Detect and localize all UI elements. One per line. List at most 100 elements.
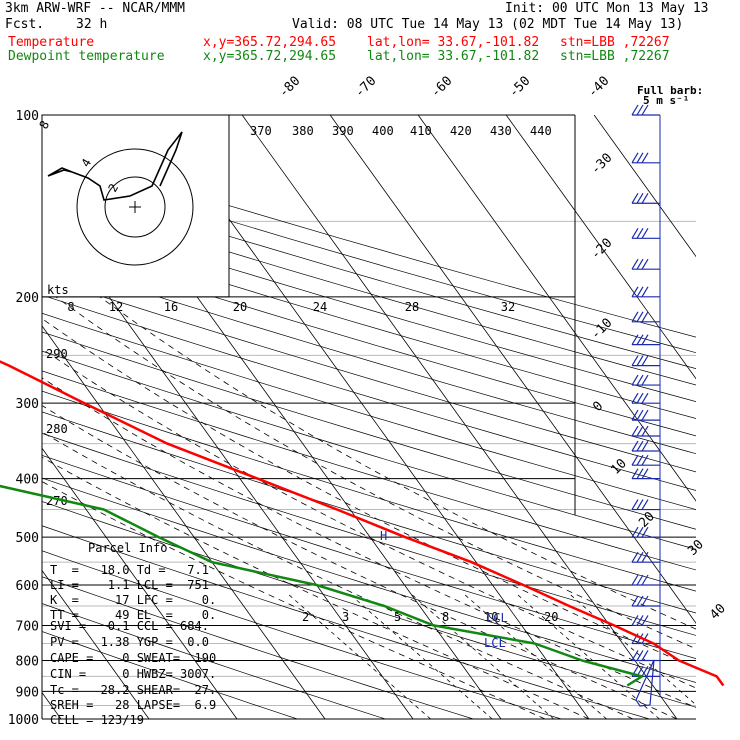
wind-barb-flag (636, 468, 644, 479)
wind-barb-flag (641, 499, 649, 510)
theta-e-label: 390 (332, 124, 354, 138)
wind-barb (631, 374, 660, 386)
wind-barb-flag (636, 355, 644, 366)
hodograph-speed-label: 20 (233, 300, 247, 314)
pressure-tick-label: 300 (16, 397, 39, 412)
wind-barb (631, 440, 660, 452)
forecast-hour: 32 h (76, 17, 108, 32)
hodograph-speed-label: 12 (109, 300, 123, 314)
parcel-row: CIN = 0 HWBZ= 3007. (50, 667, 216, 681)
isotherm-line (329, 115, 696, 624)
wind-barb-flag (636, 551, 644, 563)
wind-barb-flag (631, 574, 639, 586)
wind-barb (631, 311, 660, 323)
hodograph-speed-label: 28 (405, 300, 419, 314)
mixing-ratio-label: 2 (302, 610, 309, 624)
hodograph-ring (104, 176, 166, 238)
barb-legend-title: Full barb: (637, 84, 703, 97)
legend-temp-latlon: lat,lon= 33.67,-101.82 (367, 35, 540, 50)
hodograph-speed-label: 16 (164, 300, 178, 314)
pressure-tick-label: 1000 (8, 713, 39, 728)
parcel-row: SVI = 0.1 CCL = 684. (50, 619, 209, 633)
dry-adiabat (42, 350, 696, 550)
parcel-info-title: Parcel Info (88, 541, 167, 555)
mixing-ratio-line (516, 593, 660, 719)
wind-barb-flag (636, 192, 644, 204)
dry-adiabat (42, 178, 696, 370)
pressure-tick-label: 700 (16, 619, 39, 634)
wind-barb-flag (641, 409, 649, 421)
hodograph-trace (47, 131, 183, 201)
pressure-tick-label: 600 (16, 579, 39, 594)
theta-label: 280 (46, 422, 68, 436)
pressure-tick-label: 400 (16, 473, 39, 488)
dry-adiabat (42, 193, 696, 386)
moist-adiabat (42, 348, 696, 689)
wind-barb (631, 392, 660, 404)
wind-barb-flag (631, 374, 639, 386)
dry-adiabat (42, 276, 696, 473)
wind-barb-flag (631, 425, 639, 437)
lcl-label: LCL (484, 636, 506, 650)
wind-barb (631, 192, 660, 204)
wind-barb-flag (631, 104, 639, 116)
mixing-ratio-label: 20 (544, 610, 558, 624)
wind-barb-flag (641, 286, 649, 298)
dry-adiabat (42, 454, 696, 659)
temperature-tick-label: 30 (685, 537, 707, 559)
wind-barb-flag (641, 152, 649, 164)
dry-adiabat (42, 294, 696, 491)
wind-barb (631, 468, 660, 480)
temperature-tick-label: -10 (588, 316, 615, 343)
mixing-ratio-line (410, 593, 555, 719)
wind-barb-flag (631, 227, 639, 239)
dry-adiabat (42, 501, 696, 708)
wind-barb-flag (631, 258, 639, 270)
hodograph-ring (76, 148, 194, 266)
wind-barb-flag (636, 440, 644, 452)
moist-adiabat (42, 377, 696, 709)
wind-barb-flag (631, 551, 639, 563)
parcel-row: LI = 1.1 LCL = 751 (50, 578, 209, 592)
temperature-tick-label: -20 (588, 236, 615, 263)
wind-barb-flag (641, 468, 649, 479)
parcel-row: CELL = 123/19 (50, 713, 144, 727)
wind-barb-flag (641, 425, 649, 437)
wind-barb-flag (641, 334, 649, 345)
wind-barb-flag (641, 355, 649, 366)
wind-barb-flag (631, 650, 639, 661)
dry-adiabat (42, 550, 562, 719)
isotherm-line (505, 115, 696, 380)
temperature-tick-label: -60 (428, 74, 455, 101)
wind-barb (631, 355, 660, 367)
temperature-tick-label: 20 (636, 509, 658, 531)
legend-temperature: Temperature (8, 35, 95, 50)
wind-barb-flag (636, 258, 644, 270)
wind-barb-flag (631, 192, 639, 204)
isotherm-line (241, 115, 678, 719)
dry-adiabat (42, 411, 696, 614)
moist-adiabat (62, 268, 696, 630)
temperature-tick-label: 10 (608, 456, 630, 478)
surface-barbs (635, 659, 655, 707)
wind-barb-flag (636, 311, 644, 323)
parcel-row: TT = 49 EL = 0. (50, 608, 216, 622)
model-title: 3km ARW-WRF -- NCAR/MMM (5, 1, 186, 16)
dry-adiabat (42, 242, 696, 437)
wind-barb (631, 425, 660, 437)
dewpoint-profile-line (0, 484, 644, 687)
ccl-label: CCL (486, 611, 508, 625)
wind-barb (631, 499, 660, 511)
dry-adiabat (42, 525, 650, 719)
pressure-tick-label: 900 (16, 685, 39, 700)
mixing-ratio-line (348, 593, 493, 719)
wind-barb-flag (636, 334, 644, 345)
hodograph-speed-label: 24 (313, 300, 327, 314)
wind-barb-flag (641, 574, 649, 586)
init-time: Init: 00 UTC Mon 13 May 13 (505, 1, 709, 16)
wind-barb-flag (636, 595, 644, 607)
wind-barb-flag (636, 425, 644, 437)
legend-dew-latlon: lat,lon= 33.67,-101.82 (367, 49, 540, 64)
wind-barb (631, 334, 660, 346)
hodograph-speed-label: 32 (501, 300, 515, 314)
